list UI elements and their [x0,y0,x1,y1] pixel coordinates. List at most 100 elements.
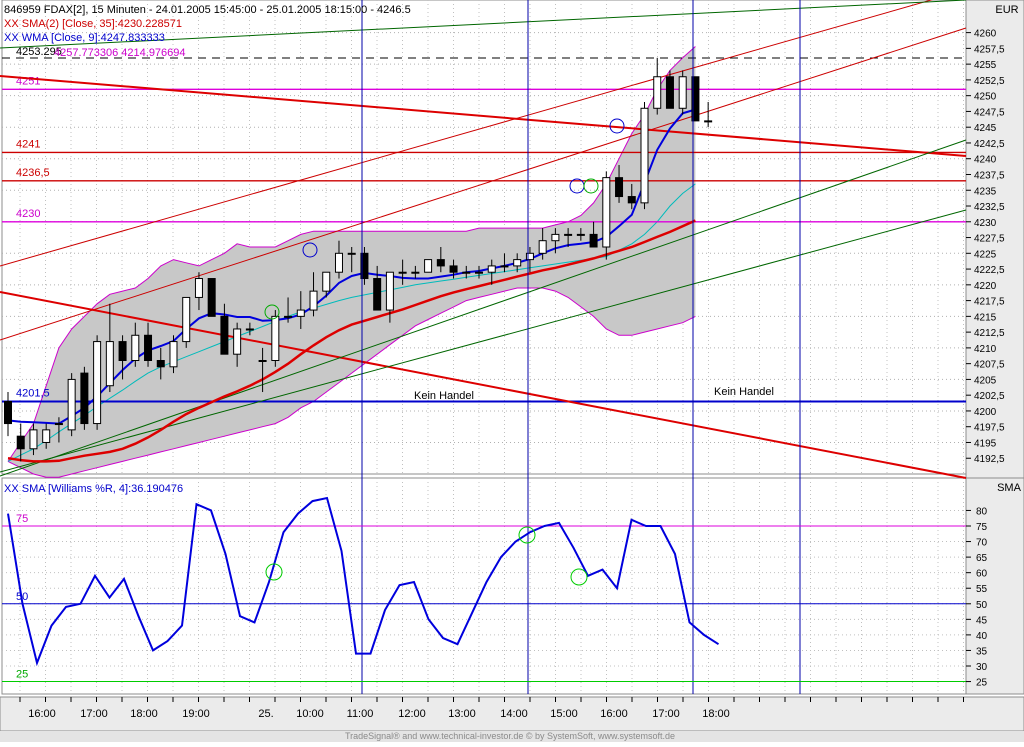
candle[interactable] [43,430,50,443]
price-axis-label: 4235 [974,186,997,197]
time-axis-label: 25. [258,708,273,720]
candle[interactable] [297,310,304,316]
annotation-kein-handel-1: Kein Handel [414,390,474,402]
candle[interactable] [81,373,88,423]
level-label-4230: 4230 [16,208,40,220]
wma-legend[interactable]: XX WMA [Close, 9]:4247.833333 [4,32,165,44]
indicator-axis-label: 50 [976,600,988,611]
indicator-axis-label: 30 [976,662,988,673]
level-label-4236,5: 4236,5 [16,167,50,179]
time-axis-label: 11:00 [347,708,374,720]
candle[interactable] [565,234,572,235]
candle[interactable] [386,272,393,310]
price-axis-label: 4227,5 [974,234,1005,245]
footer-copyright: TradeSignal® and www.technical-investor.… [345,731,675,741]
indicator-axis-label: 45 [976,615,988,626]
candle[interactable] [323,272,330,291]
candle[interactable] [705,121,712,122]
candle[interactable] [616,178,623,197]
price-axis-label: 4230 [974,218,997,229]
price-axis-label: 4192,5 [974,454,1005,465]
candle[interactable] [157,361,164,367]
chart-header-title: 846959 FDAX[2], 15 Minuten - 24.01.2005 … [4,4,411,16]
candle[interactable] [55,424,62,425]
subpanel-header[interactable]: XX SMA [Williams %R, 4]:36.190476 [4,483,183,495]
candle[interactable] [628,197,635,203]
candle[interactable] [106,342,113,386]
indicator-level-label-25: 25 [16,669,28,681]
candle[interactable] [234,329,241,354]
candle[interactable] [30,430,37,449]
level-label-4201,5: 4201,5 [16,387,50,399]
candle[interactable] [94,342,101,424]
indicator-axis-label: 65 [976,553,988,564]
price-axis-label: 4217,5 [974,297,1005,308]
candle[interactable] [450,266,457,272]
candle[interactable] [208,279,215,317]
time-axis-label: 15:00 [550,708,578,720]
currency-label: EUR [995,4,1018,16]
price-axis-label: 4222,5 [974,265,1005,276]
price-axis-label: 4200 [974,407,997,418]
price-axis-label: 4252,5 [974,76,1005,87]
candle[interactable] [17,436,24,449]
price-axis-label: 4202,5 [974,391,1005,402]
candle[interactable] [348,253,355,254]
candle[interactable] [310,291,317,310]
candle[interactable] [170,342,177,367]
candle[interactable] [145,335,152,360]
candle[interactable] [246,329,253,330]
candle[interactable] [412,272,419,273]
indicator-axis-label: 75 [976,522,988,533]
candle[interactable] [221,316,228,354]
price-axis-label: 4210 [974,344,997,355]
candle[interactable] [666,77,673,109]
candle[interactable] [132,335,139,360]
candle[interactable] [654,77,661,109]
annotation-kein-handel-2: Kein Handel [714,386,774,398]
time-axis-label: 18:00 [130,708,158,720]
candle[interactable] [399,272,406,273]
price-axis-label: 4212,5 [974,328,1005,339]
candle[interactable] [285,316,292,317]
bollinger-legend[interactable]: 4257.773306 4214.976694 [54,47,186,59]
price-axis-label: 4207,5 [974,360,1005,371]
time-axis-label: 18:00 [702,708,730,720]
candle[interactable] [679,77,686,109]
price-axis-label: 4247,5 [974,107,1005,118]
price-axis-label: 4232,5 [974,202,1005,213]
candle[interactable] [488,266,495,272]
candle[interactable] [552,234,559,240]
candle[interactable] [374,279,381,311]
candle[interactable] [68,379,75,429]
candle[interactable] [425,260,432,273]
candle[interactable] [476,272,483,273]
candle[interactable] [590,234,597,247]
candle[interactable] [335,253,342,272]
candle[interactable] [437,260,444,266]
candle[interactable] [272,316,279,360]
candle[interactable] [195,279,202,298]
candle[interactable] [603,178,610,247]
price-axis-label: 4257,5 [974,44,1005,55]
indicator-axis-label: 80 [976,506,988,517]
time-axis-label: 10:00 [296,708,324,720]
candle[interactable] [514,260,521,266]
sma-legend[interactable]: XX SMA(2) [Close, 35]:4230.228571 [4,18,182,30]
candle[interactable] [501,266,508,267]
price-axis-label: 4242,5 [974,139,1005,150]
candle[interactable] [577,234,584,235]
indicator-axis-label: 40 [976,631,988,642]
candle[interactable] [539,241,546,254]
candle[interactable] [5,401,12,423]
candle[interactable] [526,253,533,259]
candle[interactable] [119,342,126,361]
candle[interactable] [641,108,648,203]
candle[interactable] [183,297,190,341]
candle[interactable] [259,361,266,362]
time-axis-label: 13:00 [448,708,476,720]
time-axis-label: 19:00 [182,708,210,720]
candle[interactable] [463,272,470,273]
